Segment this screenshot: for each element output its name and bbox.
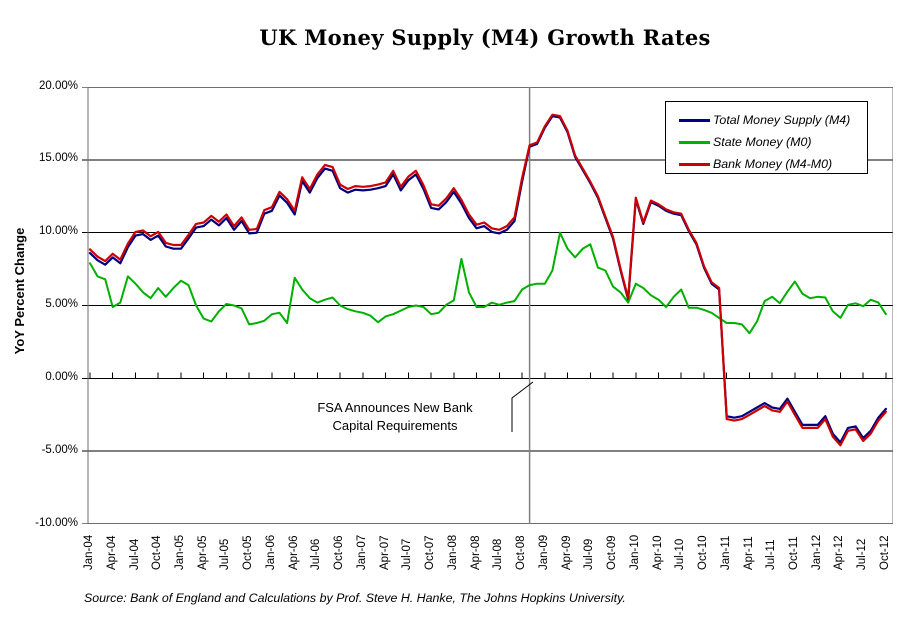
x-tick-label: Jan-11 <box>719 535 732 570</box>
x-tick-label: Jan-05 <box>174 534 186 570</box>
x-tick-label: Jul-04 <box>128 538 141 570</box>
legend: Total Money Supply (M4) State Money (M0)… <box>665 101 868 174</box>
x-tick-label: Oct-08 <box>515 535 528 570</box>
x-tick-label: Apr-09 <box>560 535 573 570</box>
chart-title: UK Money Supply (M4) Growth Rates <box>259 25 711 50</box>
series-line-0 <box>88 115 888 444</box>
x-tick-label: Apr-11 <box>742 536 755 570</box>
series-line-1 <box>89 231 887 335</box>
x-tick-label: Oct-11 <box>787 536 800 570</box>
y-tick-label: 0.00% <box>45 371 78 383</box>
x-tick-label: Jan-10 <box>628 534 641 570</box>
legend-line-sample-m4m0 <box>679 162 710 166</box>
x-tick-label: Jul-09 <box>583 538 596 570</box>
x-tick-label: Oct-09 <box>606 535 618 570</box>
x-tick-label: Apr-04 <box>105 535 118 570</box>
legend-line-sample-m0 <box>679 140 710 144</box>
x-tick-label: Oct-06 <box>333 535 346 570</box>
x-tick-label: Jul-12 <box>856 538 869 570</box>
legend-item-state-money: State Money (M0) <box>666 131 867 153</box>
x-tick-label: Jul-05 <box>219 538 232 570</box>
source-note: Source: Bank of England and Calculations… <box>84 591 626 605</box>
legend-item-total-money-supply: Total Money Supply (M4) <box>666 109 867 131</box>
x-tick-label: Oct-10 <box>697 535 709 570</box>
y-tick-label: -10.00% <box>35 517 78 529</box>
legend-label-m4: Total Money Supply (M4) <box>713 113 851 127</box>
y-axis-title: YoY Percent Change <box>12 227 27 355</box>
y-tick-label: 5.00% <box>45 298 78 310</box>
x-tick-label: Jul-07 <box>401 538 414 570</box>
x-tick-label: Jul-10 <box>674 538 687 570</box>
x-tick-label: Jan-07 <box>355 534 368 570</box>
x-tick-label: Jan-06 <box>264 534 277 570</box>
x-tick-label: Apr-06 <box>287 535 300 570</box>
legend-item-bank-money: Bank Money (M4-M0) <box>666 153 867 175</box>
x-tick-label: Oct-04 <box>151 535 164 570</box>
event-annotation: FSA Announces New Bank Capital Requireme… <box>295 399 495 435</box>
y-tick-label: -5.00% <box>41 444 78 456</box>
y-tick-label: 10.00% <box>38 225 78 237</box>
x-tick-label: Jan-08 <box>446 534 459 570</box>
x-tick-label: Apr-08 <box>469 535 482 570</box>
annotation-line2: Capital Requirements <box>332 418 458 433</box>
x-tick-label: Jul-11 <box>765 539 778 570</box>
legend-line-sample-m4 <box>679 118 710 122</box>
x-tick-label: Oct-12 <box>878 535 891 570</box>
series-line-2 <box>88 113 888 447</box>
legend-label-m4m0: Bank Money (M4-M0) <box>713 157 833 171</box>
x-tick-label: Apr-10 <box>651 535 664 570</box>
x-tick-label: Apr-12 <box>833 535 846 570</box>
y-tick-label: 15.00% <box>38 152 78 164</box>
x-tick-label: Jan-12 <box>810 534 823 570</box>
x-tick-label: Jan-04 <box>83 534 95 570</box>
plot-area <box>82 87 893 524</box>
y-tick-label: 20.00% <box>38 80 78 92</box>
x-tick-label: Jul-06 <box>310 538 323 570</box>
annotation-line1: FSA Announces New Bank <box>317 400 473 415</box>
legend-label-m0: State Money (M0) <box>713 135 812 149</box>
x-tick-label: Oct-07 <box>424 535 437 570</box>
x-tick-label: Oct-05 <box>242 535 255 570</box>
x-tick-label: Jan-09 <box>537 534 550 570</box>
x-tick-label: Apr-05 <box>196 535 209 570</box>
x-tick-label: Jul-08 <box>492 538 505 570</box>
x-tick-label: Apr-07 <box>378 535 391 570</box>
